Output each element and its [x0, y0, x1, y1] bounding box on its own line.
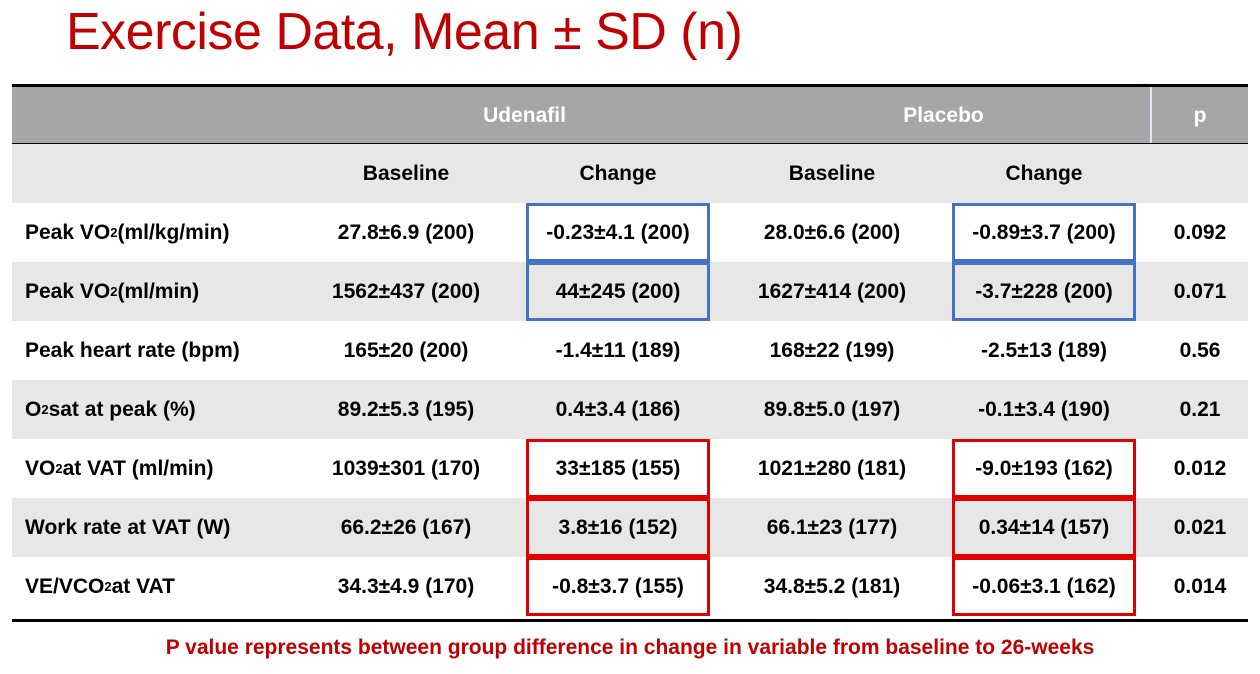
- cell-udenafil-baseline: 165±20 (200): [343, 338, 469, 362]
- row-label-text: Peak heart rate (bpm): [25, 338, 240, 362]
- cell-placebo-change: -3.7±228 (200): [975, 279, 1113, 303]
- cell-placebo-baseline: 168±22 (199): [769, 338, 895, 362]
- table-row: Peak VO 2 (ml/min) 1562±437 (200) 44±245 (2…: [12, 262, 1248, 321]
- placebo-change-highlight-box: [952, 498, 1136, 557]
- row-label: Work rate at VAT (W): [12, 498, 315, 557]
- cell-udenafil-baseline: 27.8±6.9 (200): [337, 220, 475, 244]
- row-label-text-suffix: at VAT: [111, 574, 175, 598]
- subheader-placebo-change: Change: [1005, 161, 1083, 185]
- cell-p-value: 0.021: [1173, 515, 1227, 539]
- cell-placebo-change: -0.06±3.1 (162): [972, 574, 1116, 598]
- row-label-text-suffix: sat at peak (%): [48, 397, 196, 421]
- cell-placebo-baseline: 89.8±5.0 (197): [763, 397, 901, 421]
- cell-udenafil-baseline: 66.2±26 (167): [340, 515, 472, 539]
- table-row: Peak VO 2 (ml/kg/min) 27.8±6.9 (200) -0.23±…: [12, 203, 1248, 262]
- cell-placebo-baseline: 1021±280 (181): [757, 456, 907, 480]
- cell-p-value: 0.56: [1179, 338, 1221, 362]
- cell-p-value: 0.092: [1173, 220, 1227, 244]
- row-label: Peak VO 2 (ml/kg/min): [25, 220, 230, 244]
- udenafil-change-highlight-box: [526, 439, 710, 498]
- placebo-change-highlight-box: [952, 262, 1136, 321]
- group-header-p: p: [1193, 103, 1207, 127]
- subheader-udenafil-change: Change: [579, 161, 657, 185]
- cell-udenafil-baseline: 1039±301 (170): [331, 456, 481, 480]
- cell-placebo-baseline: 28.0±6.6 (200): [763, 220, 901, 244]
- cell-udenafil-change: -0.8±3.7 (155): [552, 574, 684, 598]
- cell-placebo-change: 0.34±14 (157): [978, 515, 1110, 539]
- cell-p-value: 0.071: [1173, 279, 1227, 303]
- cell-p-value: 0.012: [1173, 456, 1227, 480]
- row-label-text: Work rate at VAT (W): [25, 515, 231, 539]
- cell-udenafil-change: -0.23±4.1 (200): [546, 220, 690, 244]
- table-row: VO 2 at VAT (ml/min) 1039±301 (170) 33±185 …: [12, 439, 1248, 498]
- cell-placebo-change: -9.0±193 (162): [975, 456, 1113, 480]
- udenafil-change-highlight-box: [526, 203, 710, 262]
- subheader-placebo-baseline: Baseline: [788, 161, 876, 185]
- placebo-change-highlight-box: [952, 439, 1136, 498]
- group-header-udenafil: Udenafil: [483, 103, 566, 127]
- sub-header-row: Baseline Change Baseline Change: [12, 144, 1248, 203]
- cell-placebo-change: -0.1±3.4 (190): [978, 397, 1110, 421]
- cell-udenafil-change: 3.8±16 (152): [558, 515, 678, 539]
- cell-placebo-change: -0.89±3.7 (200): [972, 220, 1116, 244]
- row-label-text: Peak VO: [25, 279, 111, 303]
- cell-udenafil-change: 0.4±3.4 (186): [555, 397, 681, 421]
- footnote: P value represents between group differe…: [165, 636, 1095, 659]
- placebo-change-highlight-box: [952, 557, 1136, 616]
- row-label-text-suffix: at VAT (ml/min): [62, 456, 214, 480]
- cell-udenafil-baseline: 34.3±4.9 (170): [337, 574, 475, 598]
- row-label-text: Peak VO: [25, 220, 111, 244]
- cell-udenafil-change: -1.4±11 (189): [555, 338, 681, 362]
- table-row: Peak heart rate (bpm) 165±20 (200) -1.4±11…: [12, 321, 1248, 380]
- table-row: Work rate at VAT (W) 66.2±26 (167) 3.8±16 …: [12, 498, 1248, 557]
- slide-title: Exercise Data, Mean ± SD (n): [66, 3, 743, 61]
- row-label: VO 2 at VAT (ml/min): [25, 456, 214, 480]
- table-top-rule: [12, 84, 1248, 87]
- row-label-text: VE/VCO: [25, 574, 105, 598]
- row-label-text-suffix: (ml/kg/min): [117, 220, 230, 244]
- cell-placebo-baseline: 1627±414 (200): [757, 279, 907, 303]
- cell-placebo-change: -2.5±13 (189): [981, 338, 1107, 362]
- cell-udenafil-change: 44±245 (200): [555, 279, 681, 303]
- placebo-change-highlight-box: [952, 203, 1136, 262]
- row-label-text: VO: [25, 456, 56, 480]
- cell-p-value: 0.014: [1173, 574, 1227, 598]
- cell-placebo-baseline: 34.8±5.2 (181): [763, 574, 901, 598]
- udenafil-change-highlight-box: [526, 262, 710, 321]
- group-header-placebo: Placebo: [903, 103, 984, 127]
- cell-udenafil-baseline: 89.2±5.3 (195): [337, 397, 475, 421]
- group-header-row: Udenafil Placebo p: [12, 87, 1248, 144]
- table-bottom-rule: [12, 619, 1248, 622]
- cell-p-value: 0.21: [1179, 397, 1221, 421]
- header-divider: [1150, 87, 1152, 144]
- row-label-text: O: [25, 397, 42, 421]
- row-label: Peak heart rate (bpm): [12, 321, 315, 380]
- cell-placebo-baseline: 66.1±23 (177): [766, 515, 898, 539]
- subheader-udenafil-baseline: Baseline: [362, 161, 450, 185]
- row-label: Peak VO 2 (ml/min): [25, 279, 200, 303]
- row-label: VE/VCO 2 at VAT: [25, 574, 175, 598]
- table-row: VE/VCO 2 at VAT 34.3±4.9 (170) -0.8±3.7 (15…: [12, 557, 1248, 616]
- udenafil-change-highlight-box: [526, 498, 710, 557]
- cell-udenafil-baseline: 1562±437 (200): [331, 279, 481, 303]
- exercise-data-table: Udenafil Placebo p Baseline Change Basel…: [12, 84, 1248, 622]
- row-label-text-suffix: (ml/min): [117, 279, 200, 303]
- udenafil-change-highlight-box: [526, 557, 710, 616]
- cell-udenafil-change: 33±185 (155): [555, 456, 681, 480]
